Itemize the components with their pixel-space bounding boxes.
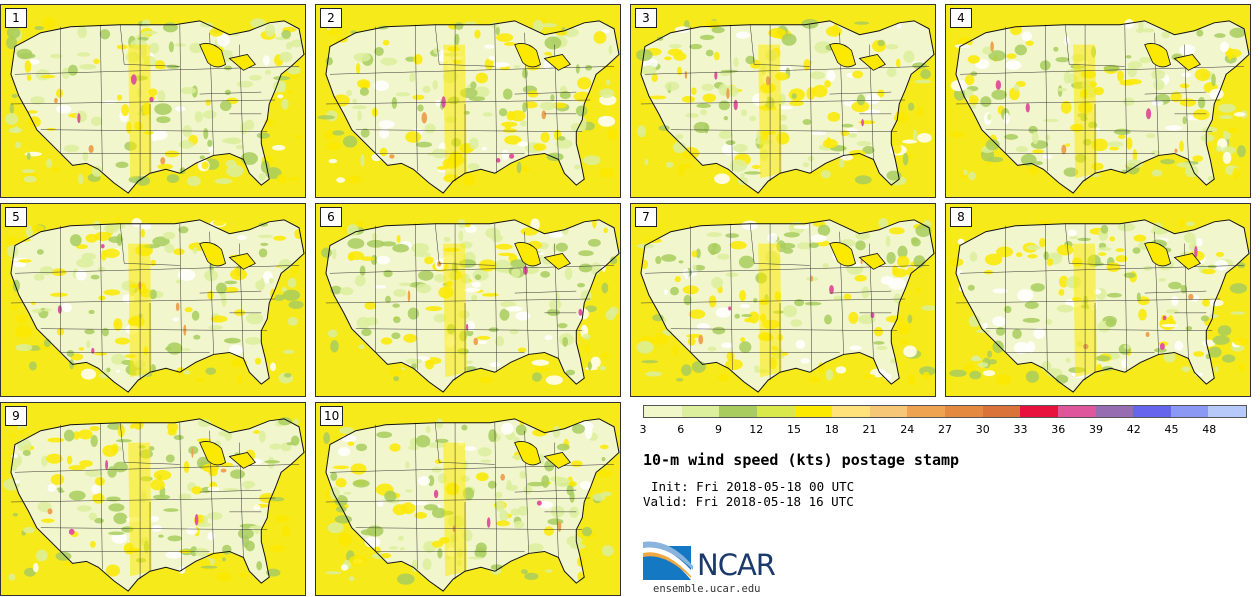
wind-speed-map	[316, 204, 620, 396]
colorbar-tick-label: 30	[975, 423, 990, 436]
colorbar-tick-label: 12	[749, 423, 764, 436]
colorbar-segment	[1208, 406, 1246, 417]
init-time: Init: Fri 2018-05-18 00 UTC	[651, 479, 855, 494]
colorbar-segment	[756, 406, 795, 417]
member-map-panel: 7	[630, 203, 936, 397]
colorbar-segment	[1170, 406, 1209, 417]
colorbar-tick-label: 24	[900, 423, 915, 436]
colorbar-tick-label: 42	[1126, 423, 1141, 436]
colorbar-segment	[681, 406, 720, 417]
colorbar-segment	[1020, 406, 1058, 417]
member-number-label: 3	[635, 8, 657, 28]
colorbar-segment	[832, 406, 870, 417]
wind-speed-map	[1, 5, 305, 197]
ensemble-url[interactable]: ensemble.ucar.edu	[653, 583, 761, 595]
valid-time: Valid: Fri 2018-05-18 16 UTC	[643, 494, 854, 509]
colorbar-tick-label: 27	[938, 423, 952, 436]
member-map-panel: 9	[0, 402, 306, 596]
colorbar-ticks: 3 6 9 12 15 18 21 24 27 30 33 36 39 42 45 48	[639, 423, 1247, 439]
member-number-label: 4	[950, 8, 972, 28]
member-number-label: 9	[5, 406, 27, 426]
colorbar-segment	[1133, 406, 1171, 417]
member-map-panel: 5	[0, 203, 306, 397]
member-number-label: 1	[5, 8, 27, 28]
member-number-label: 10	[320, 406, 344, 426]
colorbar-segment	[1095, 406, 1134, 417]
wind-speed-map	[946, 204, 1250, 396]
ncar-logo	[643, 541, 693, 580]
colorbar-segment	[794, 406, 833, 417]
member-map-panel: 2	[315, 4, 621, 198]
member-map-panel: 8	[945, 203, 1251, 397]
colorbar-segment	[719, 406, 757, 417]
colorbar-tick-label: 18	[824, 423, 839, 436]
member-number-label: 8	[950, 207, 972, 227]
colorbar-tick-label: 6	[677, 423, 685, 436]
colorbar-tick-label: 48	[1202, 423, 1217, 436]
wind-speed-map	[631, 204, 935, 396]
colorbar-segment	[869, 406, 908, 417]
member-map-panel: 10	[315, 402, 621, 596]
colorbar-tick-label: 45	[1164, 423, 1179, 436]
colorbar-segment	[1057, 406, 1096, 417]
member-map-panel: 4	[945, 4, 1251, 198]
wind-speed-map	[1, 403, 305, 595]
wind-speed-map	[631, 5, 935, 197]
wind-speed-map	[1, 204, 305, 396]
member-number-label: 5	[5, 207, 27, 227]
colorbar-tick-label: 33	[1013, 423, 1028, 436]
wind-speed-map	[316, 5, 620, 197]
colorbar-tick-label: 15	[787, 423, 801, 436]
colorbar-tick-label: 21	[862, 423, 877, 436]
colorbar-tick-label: 3	[639, 423, 647, 436]
ncar-logo-text: NCAR	[697, 548, 776, 582]
wind-speed-map	[316, 403, 620, 595]
member-map-panel: 6	[315, 203, 621, 397]
member-map-panel: 3	[630, 4, 936, 198]
colorbar-tick-label: 39	[1089, 423, 1103, 436]
colorbar-tick-label: 9	[715, 423, 722, 436]
colorbar-segment	[945, 406, 983, 417]
colorbar-segment	[982, 406, 1021, 417]
member-number-label: 2	[320, 8, 342, 28]
wind-speed-colorbar	[643, 405, 1247, 418]
member-map-panel: 1	[0, 4, 306, 198]
wind-speed-map	[946, 5, 1250, 197]
member-number-label: 6	[320, 207, 342, 227]
product-title: 10-m wind speed (kts) postage stamp	[643, 451, 960, 469]
colorbar-segment	[907, 406, 945, 417]
colorbar-segment	[644, 406, 682, 417]
member-number-label: 7	[635, 207, 657, 227]
colorbar-tick-label: 36	[1051, 423, 1066, 436]
